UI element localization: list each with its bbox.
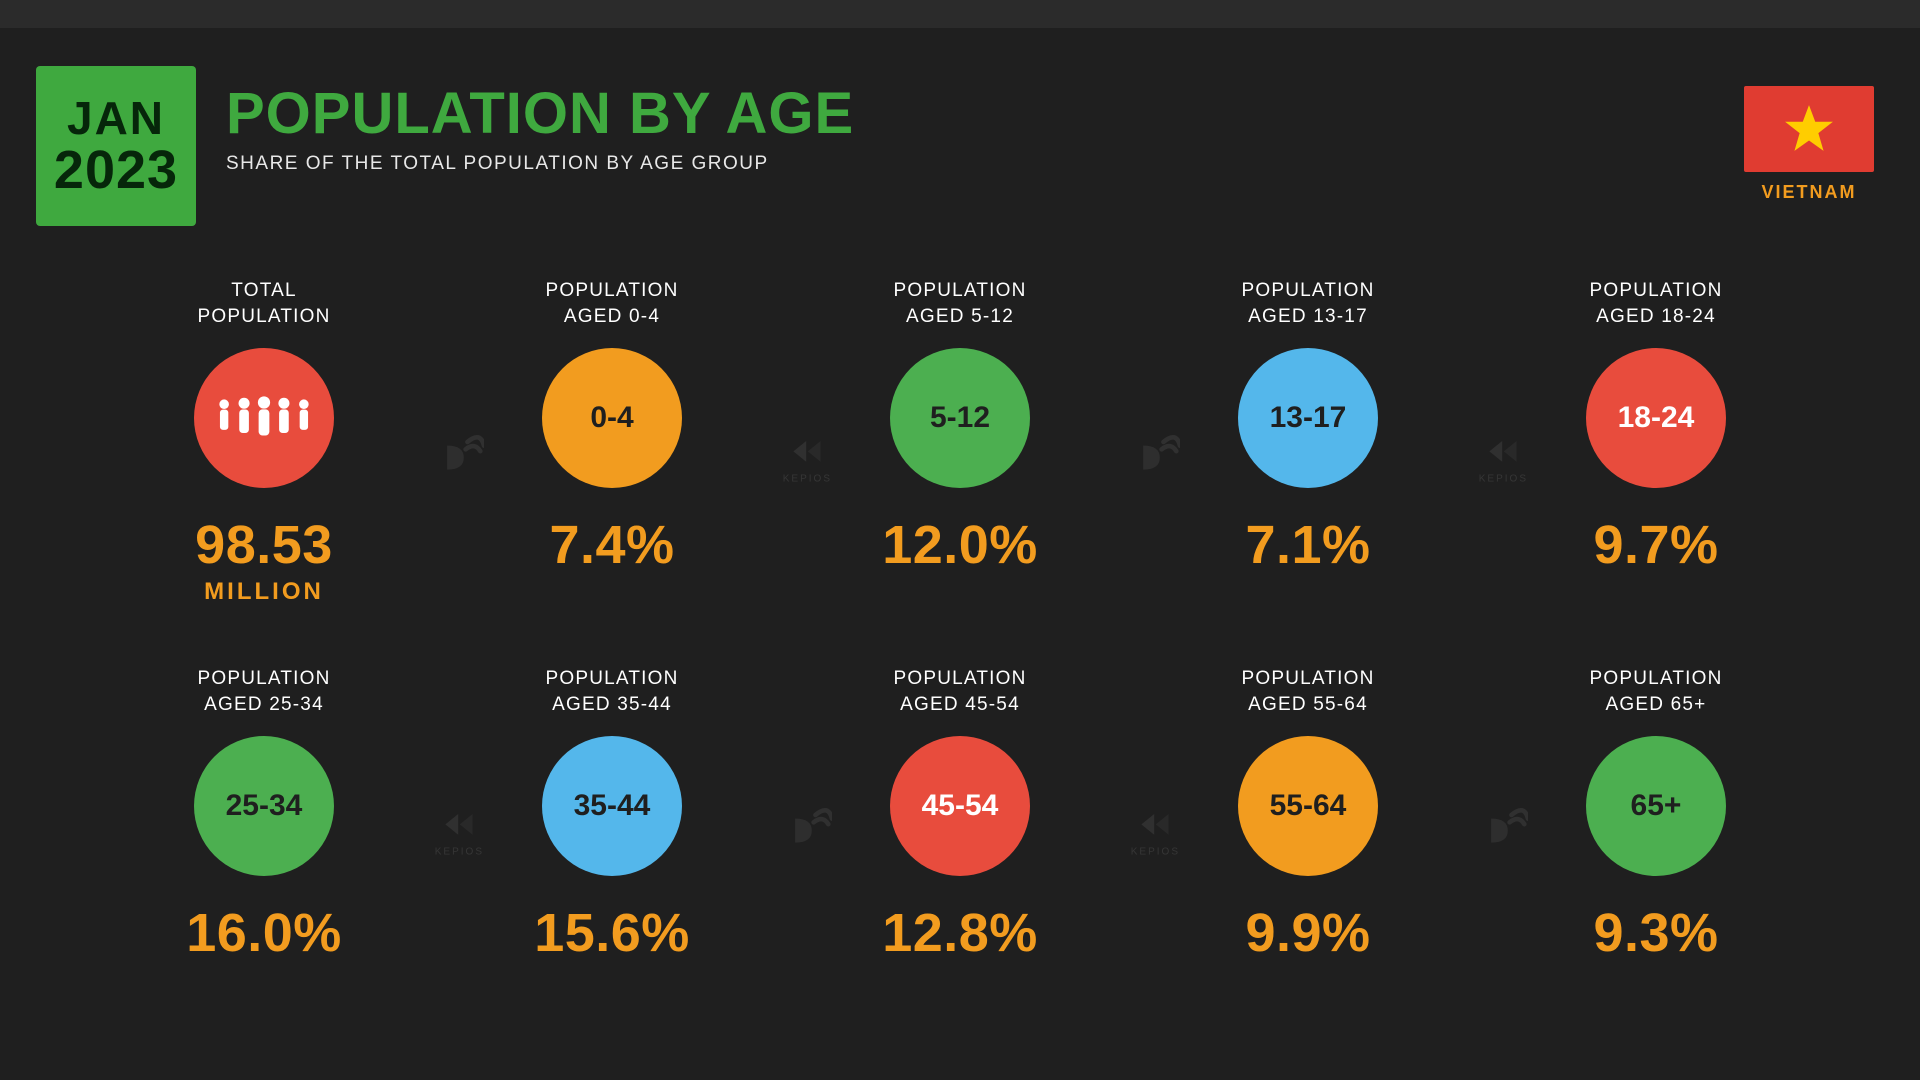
cell-age-5-12: POPULATION AGED 5-12 5-12 12.0%	[796, 278, 1124, 606]
people-icon	[194, 348, 334, 488]
cell-value: 15.6%	[534, 902, 690, 964]
age-circle: 0-4	[542, 348, 682, 488]
cell-label: POPULATION AGED 55-64	[1241, 666, 1374, 720]
cell-age-65plus: POPULATION AGED 65+ 65+ 9.3%	[1492, 666, 1820, 964]
title-block: POPULATION BY AGE SHARE OF THE TOTAL POP…	[226, 80, 854, 175]
cell-value: 7.4%	[549, 514, 674, 576]
cell-label: POPULATION AGED 65+	[1589, 666, 1722, 720]
circle-text: 5-12	[930, 401, 990, 435]
page-title: POPULATION BY AGE	[226, 80, 854, 147]
age-circle: 45-54	[890, 736, 1030, 876]
cell-value: 9.3%	[1593, 902, 1718, 964]
page-subtitle: SHARE OF THE TOTAL POPULATION BY AGE GRO…	[226, 153, 854, 175]
cell-label: TOTAL POPULATION	[197, 278, 330, 332]
cell-total-population: TOTAL POPULATION 98.53MILLION	[100, 278, 428, 606]
date-year: 2023	[54, 142, 178, 199]
cell-label: POPULATION AGED 18-24	[1589, 278, 1722, 332]
cell-age-18-24: POPULATION AGED 18-24 18-24 9.7%	[1492, 278, 1820, 606]
cell-label: POPULATION AGED 0-4	[545, 278, 678, 332]
slide: JAN 2023 POPULATION BY AGE SHARE OF THE …	[0, 28, 1920, 1080]
date-month: JAN	[67, 94, 165, 142]
age-circle: 55-64	[1238, 736, 1378, 876]
cell-label: POPULATION AGED 45-54	[893, 666, 1026, 720]
circle-text: 45-54	[922, 789, 999, 823]
cell-value: 16.0%	[186, 902, 342, 964]
date-badge: JAN 2023	[36, 66, 196, 226]
window-topbar	[0, 0, 1920, 28]
circle-text: 55-64	[1270, 789, 1347, 823]
age-circle: 35-44	[542, 736, 682, 876]
age-circle: 13-17	[1238, 348, 1378, 488]
circle-text: 25-34	[226, 789, 303, 823]
cell-value: 12.8%	[882, 902, 1038, 964]
circle-text: 13-17	[1270, 401, 1347, 435]
circle-text: 35-44	[574, 789, 651, 823]
cell-value: 12.0%	[882, 514, 1038, 576]
circle-text: 0-4	[590, 401, 633, 435]
age-circle: 5-12	[890, 348, 1030, 488]
flag-vietnam-icon	[1744, 86, 1874, 172]
cell-value: 98.53	[195, 514, 333, 576]
cell-label: POPULATION AGED 13-17	[1241, 278, 1374, 332]
cell-label: POPULATION AGED 25-34	[197, 666, 330, 720]
cell-age-25-34: POPULATION AGED 25-3425-3416.0% KEPIOS	[100, 666, 428, 964]
cell-age-55-64: POPULATION AGED 55-64 55-64 9.9%	[1144, 666, 1472, 964]
cell-age-35-44: POPULATION AGED 35-44 35-44 15.6%	[448, 666, 776, 964]
age-circle: 65+	[1586, 736, 1726, 876]
cell-value: 9.9%	[1245, 902, 1370, 964]
cell-label: POPULATION AGED 35-44	[545, 666, 678, 720]
cell-value: 9.7%	[1593, 514, 1718, 576]
cell-value: 7.1%	[1245, 514, 1370, 576]
age-circle: 18-24	[1586, 348, 1726, 488]
data-grid: TOTAL POPULATION 98.53MILLION POPULATION…	[100, 278, 1820, 964]
circle-text: 18-24	[1618, 401, 1695, 435]
cell-age-45-54: POPULATION AGED 45-5445-5412.8% KEPIOS	[796, 666, 1124, 964]
cell-age-0-4: POPULATION AGED 0-40-47.4% KEPIOS	[448, 278, 776, 606]
cell-age-13-17: POPULATION AGED 13-1713-177.1% KEPIOS	[1144, 278, 1472, 606]
cell-label: POPULATION AGED 5-12	[893, 278, 1026, 332]
country-block: VIETNAM	[1744, 86, 1874, 203]
cell-unit: MILLION	[204, 578, 324, 606]
age-circle: 25-34	[194, 736, 334, 876]
circle-text: 65+	[1631, 789, 1682, 823]
country-label: VIETNAM	[1744, 182, 1874, 203]
